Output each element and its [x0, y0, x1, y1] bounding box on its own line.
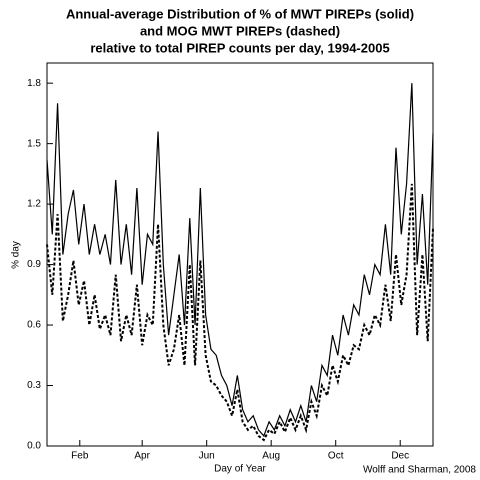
- y-tick-label: 0.6: [27, 320, 41, 331]
- x-tick-label: Dec: [391, 451, 409, 462]
- y-tick-label: 0.0: [27, 441, 41, 452]
- plot-frame: [46, 62, 434, 447]
- y-axis-label: % day: [11, 241, 22, 269]
- chart-title: and MOG MWT PIREPs (dashed): [140, 23, 340, 38]
- x-tick-label: Jun: [199, 451, 215, 462]
- x-tick-label: Apr: [134, 451, 150, 462]
- annotation: Wolff and Sharman, 2008: [363, 465, 476, 476]
- data-line: [46, 183, 434, 442]
- y-tick-label: 1.2: [27, 199, 41, 210]
- x-tick-label: Feb: [71, 451, 89, 462]
- chart-title: relative to total PIREP counts per day, …: [90, 40, 389, 55]
- x-tick-label: Aug: [262, 451, 280, 462]
- x-axis-label: Day of Year: [214, 464, 266, 475]
- chart-title: Annual-average Distribution of % of MWT …: [66, 6, 414, 21]
- y-tick-label: 1.5: [27, 138, 41, 149]
- data-line: [46, 83, 434, 438]
- y-tick-label: 0.3: [27, 380, 41, 391]
- x-tick-label: Oct: [328, 451, 344, 462]
- y-tick-label: 0.9: [27, 259, 41, 270]
- y-tick-label: 1.8: [27, 78, 41, 89]
